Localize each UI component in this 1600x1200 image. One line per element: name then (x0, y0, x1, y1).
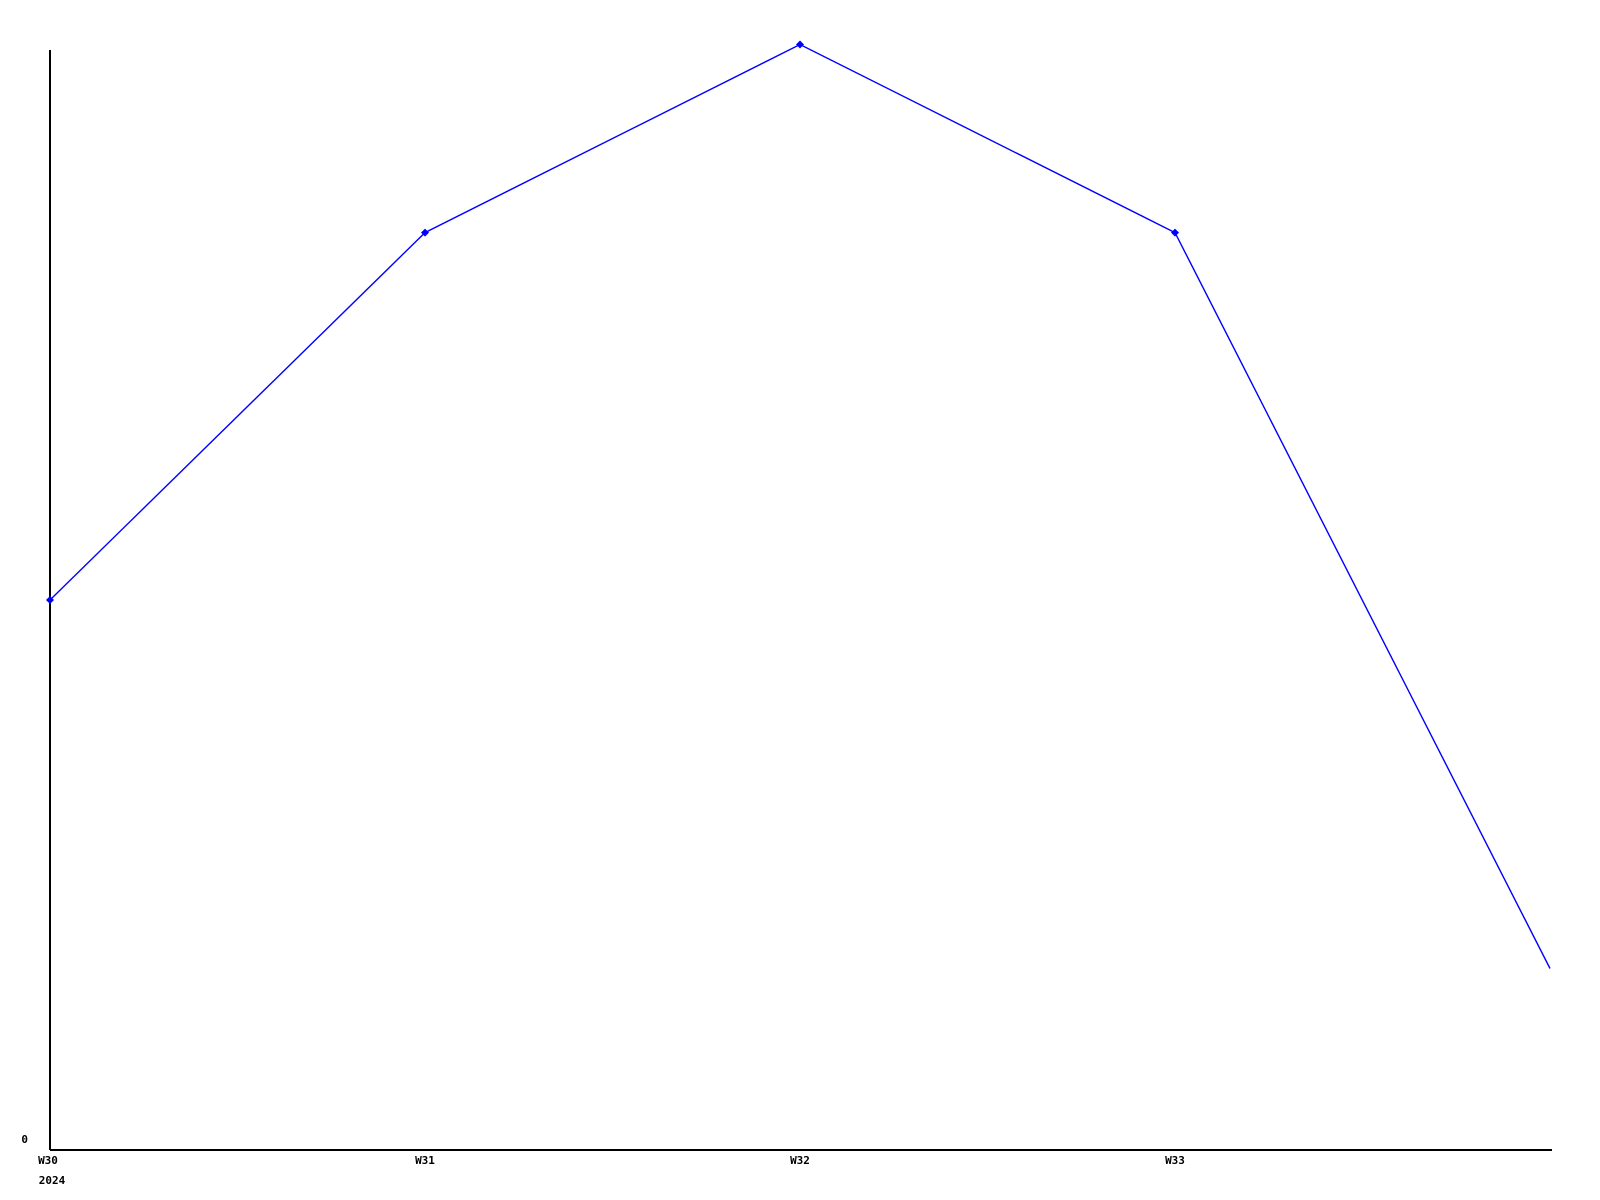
data-point-marker (796, 40, 804, 49)
series-markers (46, 40, 1179, 604)
data-point-marker (46, 596, 54, 604)
x-tick-label-w31: W31 (415, 1154, 435, 1167)
x-tick-label-w30: W30 (38, 1154, 58, 1167)
x-tick-label-w32: W32 (790, 1154, 810, 1167)
x-axis-year-label: 2024 (38, 1174, 66, 1187)
x-tick-label-w33: W33 (1165, 1154, 1185, 1167)
data-point-marker (421, 228, 429, 237)
y-axis-zero-label: 0 (21, 1133, 28, 1146)
series-line (49, 43, 1551, 969)
data-point-marker (1171, 228, 1179, 237)
